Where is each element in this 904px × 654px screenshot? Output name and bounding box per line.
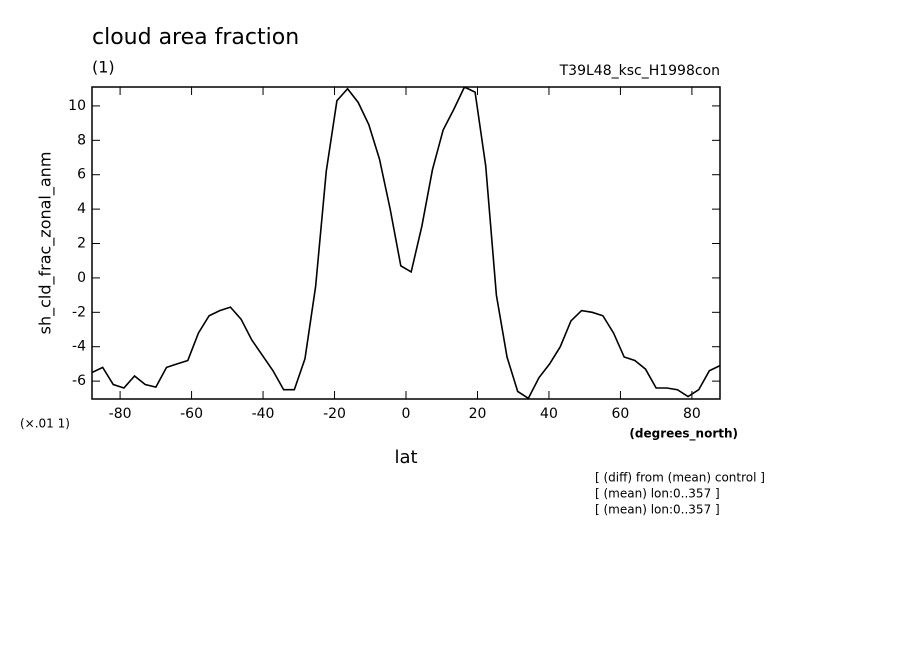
experiment: T39L48_ksc_H1998con	[559, 63, 720, 79]
x-tick-label: -80	[109, 406, 132, 422]
y-unit: (×.01 1)	[20, 417, 70, 431]
note: [ (diff) from (mean) control ]	[595, 471, 765, 485]
x-tick-label: 60	[612, 406, 630, 422]
y-tick-label: 4	[77, 201, 86, 217]
x-unit: (degrees_north)	[629, 427, 738, 442]
y-tick-label: -4	[72, 339, 86, 355]
subtitle: (1)	[92, 58, 115, 77]
x-tick-label: 0	[402, 406, 411, 422]
y-tick-label: 0	[77, 270, 86, 286]
y-tick-label: 6	[77, 167, 86, 183]
x-axis-label: lat	[394, 447, 417, 468]
x-tick-label: 80	[683, 406, 701, 422]
data-line	[92, 87, 720, 399]
x-tick-label: -40	[252, 406, 275, 422]
x-tick-label: -20	[323, 406, 346, 422]
chart-title: cloud area fraction	[92, 25, 299, 50]
y-tick-label: 10	[68, 98, 86, 114]
note: [ (mean) lon:0..357 ]	[595, 487, 720, 501]
x-tick-label: 40	[540, 406, 558, 422]
note: [ (mean) lon:0..357 ]	[595, 503, 720, 517]
y-tick-label: -2	[72, 304, 86, 320]
y-tick-label: -6	[72, 373, 86, 389]
x-tick-label: 20	[469, 406, 487, 422]
y-tick-label: 8	[77, 132, 86, 148]
x-tick-label: -60	[180, 406, 203, 422]
plot-frame	[91, 86, 721, 400]
y-axis-label: sh_cld_frac_zonal_anm	[36, 152, 56, 335]
y-tick-label: 2	[77, 236, 86, 252]
